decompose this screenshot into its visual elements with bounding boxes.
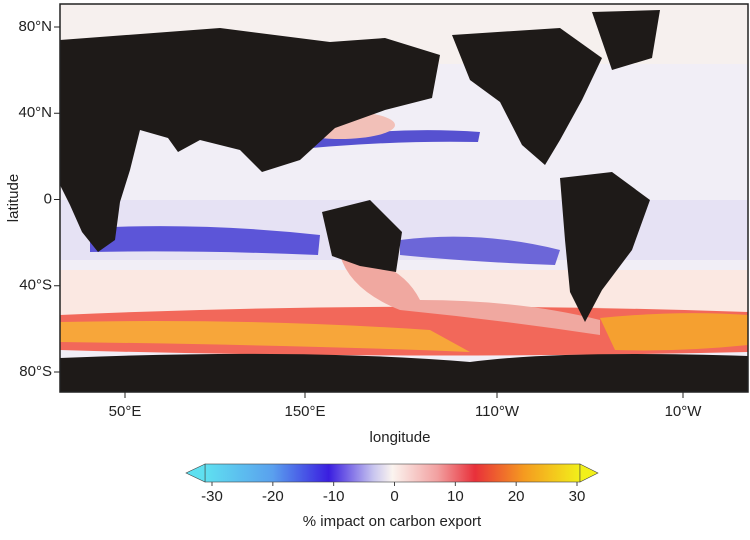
colorbar [204, 463, 581, 483]
y-tick-label: 40°N [18, 104, 52, 121]
colorbar-extend-low [185, 463, 206, 483]
colorbar-tick-label: 30 [569, 488, 586, 505]
x-tick-label: 150°E [284, 403, 325, 420]
colorbar-tick-label: 20 [508, 488, 525, 505]
x-tick-label: 10°W [665, 403, 703, 420]
y-tick-label: 0 [44, 190, 52, 207]
colorbar-tick-label: 0 [390, 488, 398, 505]
x-tick-label: 110°W [475, 403, 520, 420]
y-tick-label: 80°N [18, 18, 52, 35]
colorbar-tick-label: -10 [323, 488, 345, 505]
landmass [60, 10, 748, 392]
colorbar-tick-label: -20 [262, 488, 284, 505]
map [60, 4, 748, 392]
y-tick-label: 40°S [19, 277, 52, 294]
x-tick-label: 50°E [109, 403, 142, 420]
colorbar-label: % impact on carbon export [303, 513, 482, 530]
colorbar-tick-label: -30 [201, 488, 223, 505]
map-frame [59, 3, 749, 393]
x-axis-label: longitude [370, 429, 431, 446]
y-axis-label: latitude [5, 174, 22, 222]
colorbar-extend-high [579, 463, 599, 483]
y-tick-label: 80°S [19, 363, 52, 380]
colorbar-tick-label: 10 [447, 488, 464, 505]
